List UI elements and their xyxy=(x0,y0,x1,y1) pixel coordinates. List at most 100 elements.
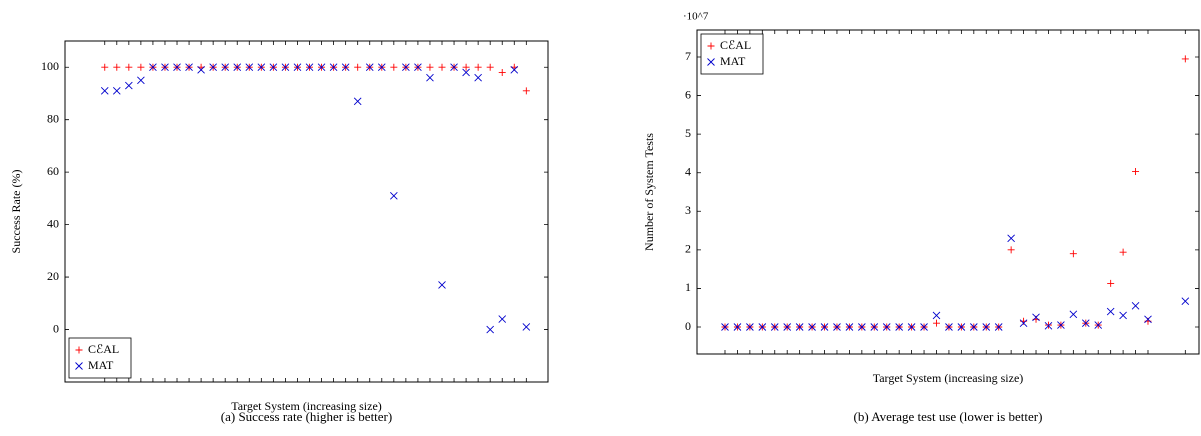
data-point xyxy=(746,323,754,331)
data-point xyxy=(317,63,326,72)
data-point xyxy=(426,73,434,82)
y-tick-label: 20 xyxy=(47,269,59,283)
data-point xyxy=(994,323,1003,331)
data-point xyxy=(438,281,446,289)
y-axis-label: Number of System Tests xyxy=(642,133,656,251)
data-point xyxy=(354,63,362,71)
data-point xyxy=(733,323,742,331)
y-tick-label: 5 xyxy=(685,126,691,140)
data-point xyxy=(1107,279,1115,287)
data-point xyxy=(245,63,254,72)
legend-marker xyxy=(707,58,715,66)
legend-box xyxy=(700,33,764,75)
data-point xyxy=(390,191,398,200)
legend-label: CℰAL xyxy=(88,342,119,356)
data-point xyxy=(1181,297,1190,305)
legend-marker xyxy=(75,362,83,370)
y-tick-label: 60 xyxy=(47,164,59,178)
y-tick-label: 80 xyxy=(47,111,59,125)
data-point xyxy=(498,315,507,323)
data-point xyxy=(474,73,482,82)
data-point xyxy=(522,323,531,331)
x-axis-label: Target System (increasing size) xyxy=(873,371,1024,385)
data-point xyxy=(377,63,386,72)
data-point xyxy=(1019,319,1028,327)
y-tick-label: 4 xyxy=(685,164,691,178)
data-point xyxy=(112,87,121,95)
data-point xyxy=(197,66,205,74)
data-point xyxy=(1181,55,1189,63)
y-tick-label: 3 xyxy=(685,203,691,217)
data-point xyxy=(341,63,350,72)
data-point xyxy=(1106,307,1115,316)
data-point xyxy=(137,63,145,71)
data-point xyxy=(450,63,458,72)
data-point xyxy=(783,323,792,331)
data-point xyxy=(870,323,879,331)
data-point xyxy=(932,311,941,320)
data-point xyxy=(426,63,434,71)
data-point xyxy=(1069,250,1077,258)
data-point xyxy=(257,63,266,72)
data-point xyxy=(1094,321,1103,329)
data-point xyxy=(293,63,302,72)
data-point xyxy=(721,323,729,331)
data-point xyxy=(113,63,121,71)
data-point xyxy=(1132,168,1140,176)
data-point xyxy=(522,87,530,95)
data-point xyxy=(1069,310,1078,319)
data-point xyxy=(402,63,410,72)
x-axis-label: Target System (increasing size) xyxy=(231,399,382,413)
data-point xyxy=(462,68,470,77)
data-point xyxy=(365,63,374,72)
data-point xyxy=(1131,301,1140,310)
data-point xyxy=(125,63,133,71)
caption: (b) Average test use (lower is better) xyxy=(854,409,1043,424)
plot-frame xyxy=(696,29,1200,355)
data-point xyxy=(1081,319,1090,327)
y-tick-label: 1 xyxy=(685,280,691,294)
y-tick-label: 100 xyxy=(41,59,59,73)
axis-multiplier: ·10^7 xyxy=(683,11,709,23)
data-point xyxy=(137,76,145,85)
data-point xyxy=(882,323,891,331)
data-point xyxy=(845,323,854,331)
y-tick-label: 7 xyxy=(685,49,691,63)
data-point xyxy=(305,63,314,72)
data-point xyxy=(498,68,506,76)
legend-label: MAT xyxy=(88,358,114,372)
y-tick-label: 6 xyxy=(685,87,691,101)
data-point xyxy=(438,63,446,71)
data-point xyxy=(101,63,109,71)
data-point xyxy=(932,319,940,327)
caption: (a) Success rate (higher is better) xyxy=(221,409,392,424)
y-tick-label: 0 xyxy=(685,319,691,333)
data-point xyxy=(1119,248,1127,256)
legend-marker xyxy=(75,346,83,354)
plot-frame xyxy=(64,40,549,383)
data-point xyxy=(833,323,841,331)
data-point xyxy=(221,63,230,72)
data-point xyxy=(149,63,157,72)
data-point xyxy=(1044,321,1052,329)
data-point xyxy=(353,97,362,106)
data-point xyxy=(209,63,217,72)
data-point xyxy=(795,323,804,331)
data-point xyxy=(1144,315,1152,324)
legend-box xyxy=(68,337,132,379)
legend-label: CℰAL xyxy=(720,38,751,52)
data-point xyxy=(390,63,398,71)
data-point xyxy=(945,323,953,331)
data-point xyxy=(281,63,290,72)
y-axis-label: Success Rate (%) xyxy=(9,170,23,254)
data-point xyxy=(1057,321,1065,329)
data-point xyxy=(486,63,494,71)
data-point xyxy=(858,323,866,331)
data-point xyxy=(758,323,767,331)
data-point xyxy=(233,63,242,72)
data-point xyxy=(808,323,816,331)
data-point xyxy=(100,87,109,95)
data-point xyxy=(125,81,133,90)
data-point xyxy=(1044,322,1053,330)
